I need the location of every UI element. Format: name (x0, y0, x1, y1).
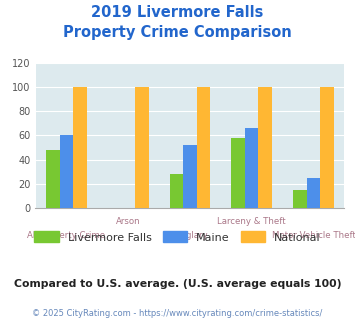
Text: Burglary: Burglary (171, 231, 208, 240)
Text: All Property Crime: All Property Crime (27, 231, 105, 240)
Text: Compared to U.S. average. (U.S. average equals 100): Compared to U.S. average. (U.S. average … (14, 279, 341, 289)
Bar (258, 87, 272, 208)
Text: Property Crime Comparison: Property Crime Comparison (63, 25, 292, 40)
Text: Arson: Arson (116, 216, 141, 226)
Bar (73, 87, 87, 208)
Bar (307, 178, 320, 208)
Text: Motor Vehicle Theft: Motor Vehicle Theft (272, 231, 355, 240)
Text: 2019 Livermore Falls: 2019 Livermore Falls (91, 5, 264, 20)
Bar (46, 150, 60, 208)
Text: © 2025 CityRating.com - https://www.cityrating.com/crime-statistics/: © 2025 CityRating.com - https://www.city… (32, 309, 323, 317)
Bar (183, 145, 197, 208)
Bar (293, 190, 307, 208)
Legend: Livermore Falls, Maine, National: Livermore Falls, Maine, National (30, 227, 325, 247)
Bar (231, 138, 245, 208)
Bar (245, 128, 258, 208)
Text: Larceny & Theft: Larceny & Theft (217, 216, 286, 226)
Bar (170, 174, 183, 208)
Bar (320, 87, 334, 208)
Bar (197, 87, 210, 208)
Bar (135, 87, 148, 208)
Bar (60, 135, 73, 208)
